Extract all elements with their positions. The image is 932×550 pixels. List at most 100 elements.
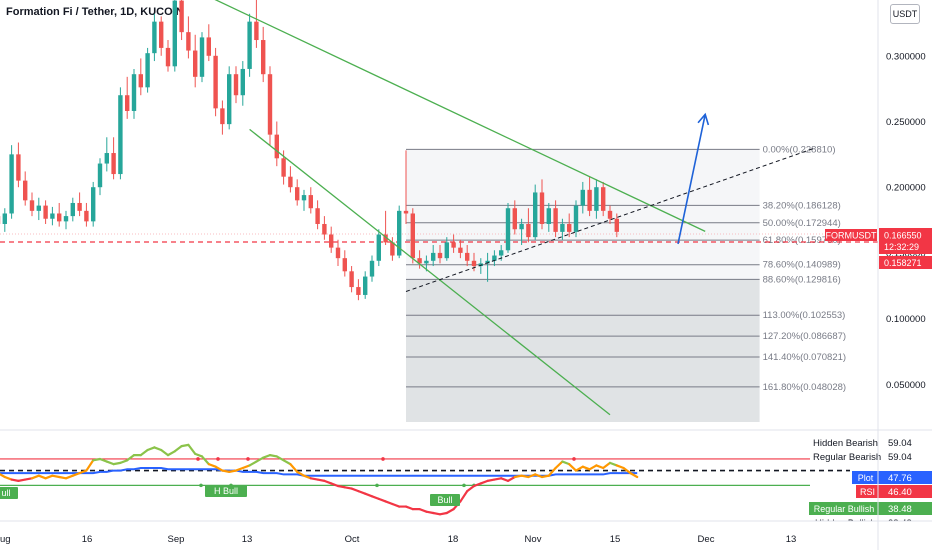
rsi-line-segment [78,469,88,475]
candle-body [594,187,599,211]
rsi-line-segment [364,492,374,498]
rsi-line-segment [336,484,346,489]
rsi-line-segment [622,466,632,475]
candle-body [206,37,211,56]
dashed-support-line [405,147,815,293]
lower-channel-line [249,128,611,416]
time-tick-label: 16 [82,534,93,545]
rsi-line-segment [506,475,516,482]
rsi-value-box [879,485,932,498]
candle-body [70,202,75,217]
candle-body [36,205,41,211]
candle [356,279,361,301]
candle [471,252,477,272]
hidden-bull-marker-box [205,485,247,497]
candle [485,252,490,282]
candle [145,47,150,93]
rsi-line-segment [268,454,278,458]
bull-marker-left: ull [0,487,18,499]
rsi-line-segment [289,463,299,473]
bullish-marker-dot [375,483,379,488]
candle-body [546,208,551,224]
fibonacci-retracement[interactable]: 0.00%(0.228810) 38.20%(0.186128) 50.00%(0.… [406,144,846,422]
currency-button[interactable]: USDT [890,4,920,24]
candle-body [179,0,184,33]
rsi-panel[interactable]: ull H Bull Bull Hidden Bearish 59.04 Regular … [0,429,932,529]
line-price-text: 0.158271 [884,258,922,268]
candle [573,200,579,238]
candle [376,229,381,267]
time-tick-label: Nov [525,534,542,545]
candle-body [2,213,7,224]
candle [16,142,21,188]
rsi-line-segment [248,460,258,467]
regular-bullish-value-box [879,502,932,515]
candle-body [573,205,579,232]
candle [594,179,599,219]
candle [329,226,334,253]
candle [315,200,320,230]
candle-body [505,208,511,251]
rsi-line-segment [282,459,292,466]
rsi-line-segment [459,490,469,503]
time-tick-label: 13 [242,534,253,545]
candle-body [274,134,279,159]
candle [63,210,69,230]
candle-body [301,195,307,201]
fib-zone [406,315,760,337]
candle [9,145,14,219]
candle-body [240,68,245,96]
rsi-line-segment [105,460,115,466]
rsi-line-segment [30,474,40,480]
rsi-line-segment [513,474,523,479]
rsi-line-segment [37,474,47,480]
candle [97,158,103,196]
candle [36,197,41,221]
price-tick-label: 0.100000 [886,314,926,325]
drawings[interactable] [134,0,815,416]
candle [553,200,558,238]
rsi-line-segment [17,478,27,482]
bull-marker: Bull [430,494,460,506]
fib-level-label: 0.00%(0.228810) [763,144,836,155]
candle [288,166,293,193]
candle [533,184,538,240]
candle-body [267,74,273,135]
price-tick-label: 0.300000 [886,51,926,62]
candle-body [165,47,171,67]
rsi-line-segment [228,469,238,473]
candle-body [91,187,96,222]
rsi-line-segment [207,463,217,468]
candle-body [247,21,252,69]
symbol-badge-text: FORMUSDT [826,231,877,241]
candle-body [186,32,191,51]
time-tick-label: Dec [698,534,715,545]
candle-body [512,208,517,230]
rsi-line-segment [160,448,170,457]
candle [478,258,483,274]
candle-body [417,258,422,264]
rsi-line-segment [316,478,326,482]
candle-body [410,213,415,259]
candle [186,16,191,59]
candle-body [424,260,429,264]
candle [444,237,449,261]
bearish-marker-dot [196,457,200,461]
rsi-line-segment [561,460,571,466]
candle [213,47,218,117]
candle-body [492,255,497,261]
candle [505,202,511,253]
candle-body [159,21,164,48]
regular-bullish-label: Regular Bullish [814,504,875,514]
candle [492,250,497,267]
rsi-line-segment [44,474,54,480]
last-price-badge: 0.166550 12:32:29 [879,228,932,254]
price-tick-label: 0.200000 [886,183,926,194]
bull-marker-box [430,494,460,506]
candle [240,61,245,106]
candle-body [397,210,402,256]
rsi-line-segment [10,478,20,482]
